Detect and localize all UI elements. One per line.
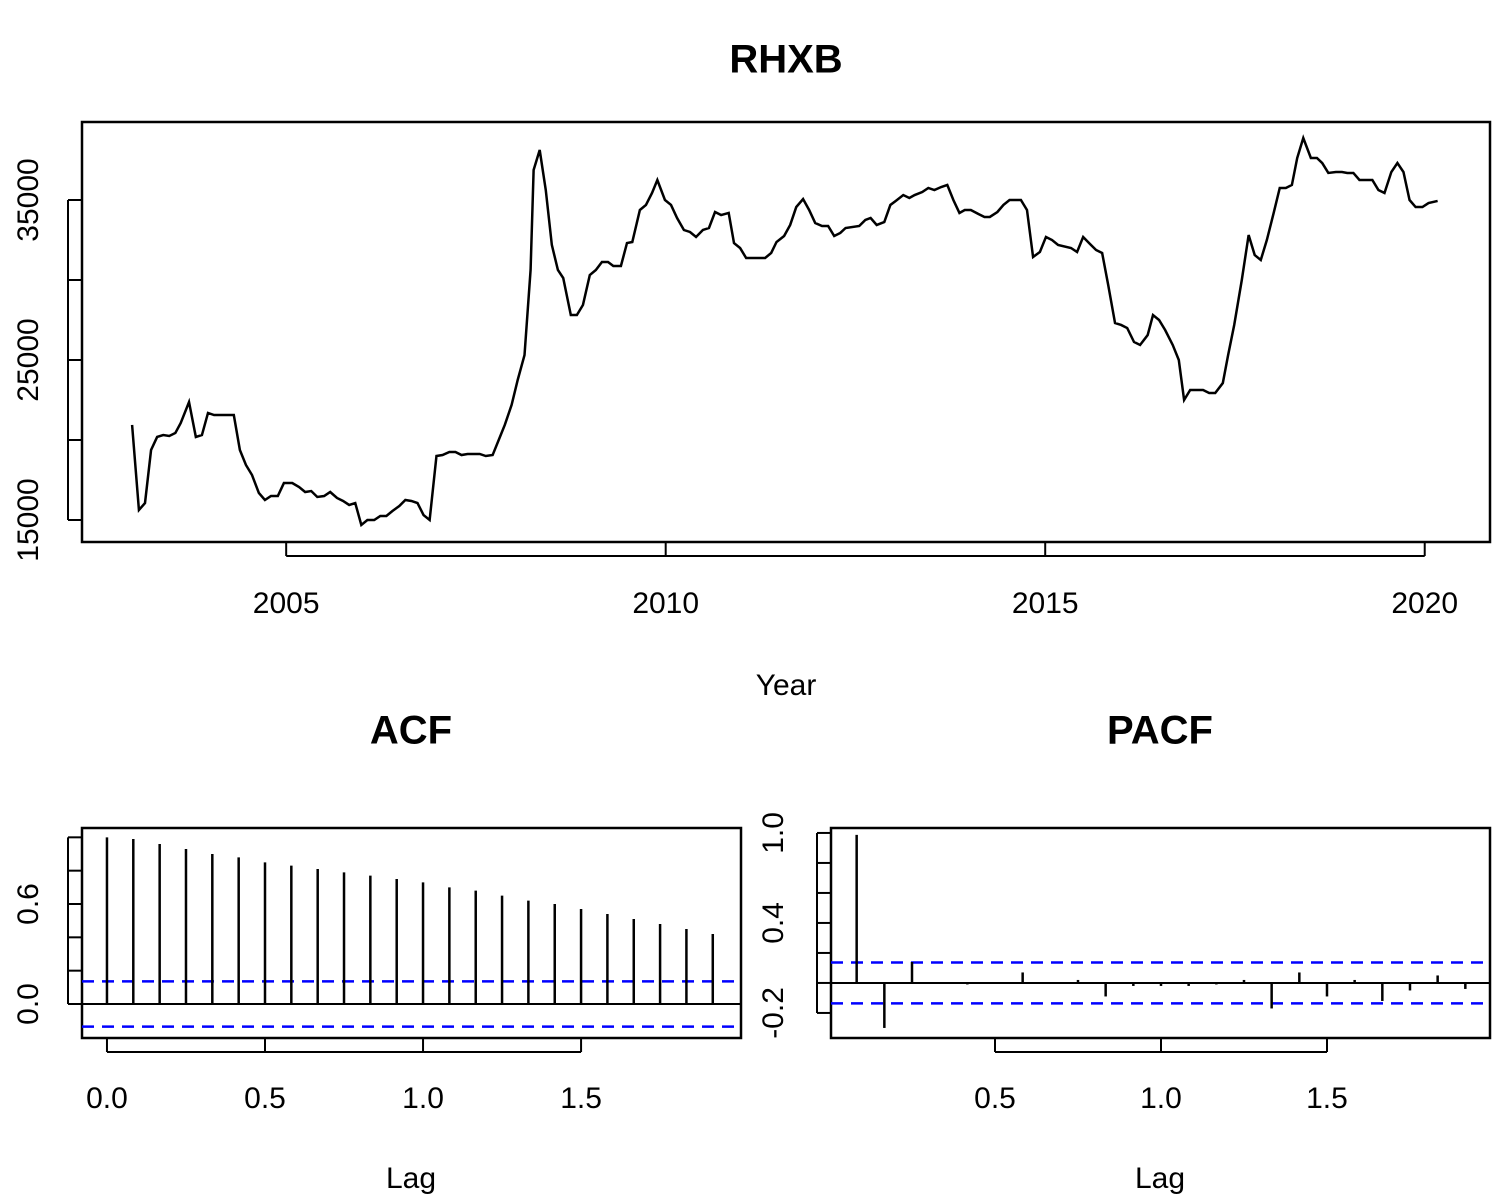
- y-tick-label: 35000: [12, 158, 45, 241]
- series-line: [130, 134, 1438, 528]
- y-tick-label: 25000: [12, 318, 45, 401]
- x-tick-label: 1.5: [560, 1082, 602, 1115]
- plot-frame: [80, 826, 743, 1040]
- x-axis-label: Lag: [1135, 1162, 1185, 1195]
- x-axis-label: Lag: [386, 1162, 436, 1195]
- x-tick-label: 1.0: [402, 1082, 444, 1115]
- plot-frame: [829, 826, 1492, 1040]
- x-tick-label: 1.5: [1306, 1082, 1348, 1115]
- x-tick-label: 2010: [632, 587, 699, 620]
- chart-title: RHXB: [729, 38, 842, 82]
- y-tick-label: 0.4: [757, 902, 790, 944]
- x-tick-label: 2005: [253, 587, 320, 620]
- plot-frame: [80, 120, 1492, 544]
- x-tick-label: 0.5: [974, 1082, 1016, 1115]
- chart-title: ACF: [370, 709, 452, 753]
- x-tick-label: 2020: [1391, 587, 1458, 620]
- x-tick-label: 1.0: [1140, 1082, 1182, 1115]
- x-tick-label: 0.0: [86, 1082, 128, 1115]
- y-tick-label: 0.0: [12, 983, 45, 1025]
- chart-title: PACF: [1107, 709, 1213, 753]
- y-tick-label: 0.6: [12, 883, 45, 925]
- x-tick-label: 0.5: [244, 1082, 286, 1115]
- y-tick-label: 1.0: [757, 812, 790, 854]
- x-axis-label: Year: [756, 669, 817, 702]
- x-tick-label: 2015: [1012, 587, 1079, 620]
- y-tick-label: -0.2: [757, 987, 790, 1039]
- y-tick-label: 15000: [12, 478, 45, 561]
